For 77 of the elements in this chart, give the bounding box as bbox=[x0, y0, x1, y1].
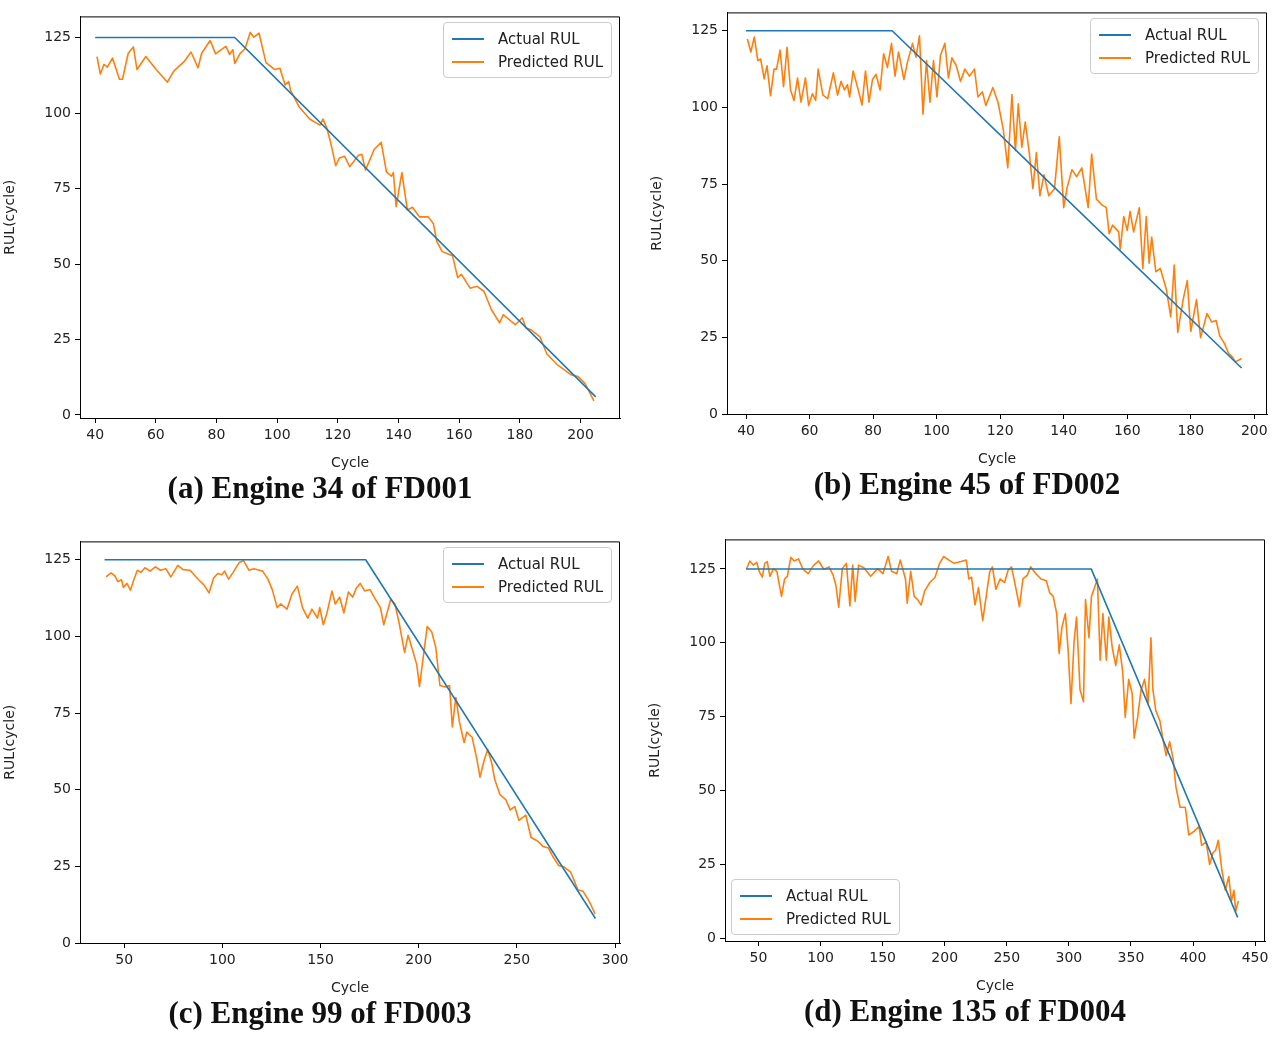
x-tick-label: 100 bbox=[263, 426, 291, 443]
x-tick-label: 200 bbox=[567, 426, 594, 443]
y-axis-title: RUL(cycle) bbox=[646, 702, 663, 778]
x-tick-label: 100 bbox=[209, 951, 236, 968]
y-tick-label: 0 bbox=[707, 928, 716, 945]
x-tick-label: 180 bbox=[1177, 422, 1205, 439]
y-tick-label: 25 bbox=[53, 857, 71, 873]
x-tick-label: 300 bbox=[1055, 949, 1083, 966]
x-tick-label: 140 bbox=[1050, 422, 1078, 439]
x-tick-label: 80 bbox=[207, 426, 226, 443]
y-tick-label: 75 bbox=[53, 179, 71, 196]
y-tick-label: 100 bbox=[44, 627, 71, 644]
y-tick-label: 25 bbox=[53, 330, 71, 347]
y-tick-label: 125 bbox=[691, 21, 718, 38]
y-tick-label: 125 bbox=[44, 550, 71, 567]
y-tick-label: 25 bbox=[700, 328, 718, 344]
y-tick-label: 75 bbox=[698, 707, 716, 724]
legend-label: Predicted RUL bbox=[498, 577, 603, 596]
x-tick-label: 50 bbox=[115, 951, 134, 968]
x-tick-label: 160 bbox=[445, 426, 473, 443]
x-tick-label: 120 bbox=[324, 426, 352, 443]
x-tick-label: 180 bbox=[506, 426, 534, 443]
legend-label: Predicted RUL bbox=[1145, 48, 1250, 67]
x-tick-label: 250 bbox=[993, 949, 1021, 966]
legend-label: Actual RUL bbox=[498, 29, 580, 48]
y-tick-label: 50 bbox=[53, 780, 71, 797]
x-tick-label: 60 bbox=[800, 422, 819, 439]
y-tick-label: 0 bbox=[62, 405, 71, 422]
legend-label: Actual RUL bbox=[786, 886, 868, 905]
x-tick-label: 60 bbox=[146, 426, 165, 443]
x-tick-label: 100 bbox=[807, 949, 834, 966]
legend-label: Actual RUL bbox=[1145, 25, 1227, 44]
legend-label: Predicted RUL bbox=[498, 52, 603, 71]
y-tick-label: 75 bbox=[700, 174, 718, 191]
y-tick-label: 125 bbox=[689, 559, 716, 576]
x-axis-title: Cycle bbox=[977, 450, 1017, 467]
x-tick-label: 140 bbox=[385, 426, 412, 443]
y-tick-label: 75 bbox=[53, 703, 71, 720]
legend-label: Predicted RUL bbox=[786, 909, 891, 928]
x-tick-label: 150 bbox=[869, 949, 897, 966]
y-tick-label: 0 bbox=[62, 933, 71, 950]
x-tick-label: 120 bbox=[986, 422, 1014, 439]
x-tick-label: 250 bbox=[503, 951, 531, 968]
x-tick-label: 50 bbox=[749, 949, 768, 966]
text: (c) Engine 99 of FD003 bbox=[167, 995, 473, 1031]
x-tick-label: 300 bbox=[601, 951, 629, 968]
text: (b) Engine 45 of FD002 bbox=[812, 466, 1122, 502]
x-axis-title: Cycle bbox=[975, 977, 1015, 994]
x-tick-label: 200 bbox=[931, 949, 959, 966]
x-tick-label: 40 bbox=[86, 426, 105, 443]
x-tick-label: 200 bbox=[405, 951, 433, 968]
x-tick-label: 80 bbox=[864, 422, 883, 439]
text: (a) Engine 34 of FD001 bbox=[166, 470, 474, 506]
y-tick-label: 50 bbox=[698, 781, 716, 798]
x-tick-label: 100 bbox=[923, 422, 951, 439]
y-tick-label: 125 bbox=[44, 28, 71, 45]
y-tick-label: 100 bbox=[689, 633, 716, 650]
y-axis-title: RUL(cycle) bbox=[1, 179, 18, 255]
x-tick-label: 160 bbox=[1113, 422, 1141, 439]
x-tick-label: 350 bbox=[1117, 949, 1145, 966]
y-tick-label: 100 bbox=[691, 98, 718, 115]
legend-label: Actual RUL bbox=[498, 554, 580, 573]
x-tick-label: 40 bbox=[737, 422, 755, 439]
x-tick-label: 200 bbox=[1240, 422, 1268, 439]
x-axis-title: Cycle bbox=[330, 979, 370, 996]
y-axis-title: RUL(cycle) bbox=[648, 175, 665, 251]
y-tick-label: 50 bbox=[700, 251, 718, 268]
x-tick-label: 400 bbox=[1179, 949, 1207, 966]
y-tick-label: 0 bbox=[709, 404, 718, 421]
x-tick-label: 150 bbox=[307, 951, 334, 968]
text: (d) Engine 135 of FD004 bbox=[802, 993, 1128, 1029]
x-tick-label: 450 bbox=[1241, 949, 1269, 966]
y-axis-title: RUL(cycle) bbox=[1, 704, 18, 780]
y-tick-label: 50 bbox=[53, 254, 71, 271]
y-tick-label: 100 bbox=[44, 103, 71, 120]
y-tick-label: 25 bbox=[698, 854, 716, 871]
x-axis-title: Cycle bbox=[330, 454, 370, 471]
